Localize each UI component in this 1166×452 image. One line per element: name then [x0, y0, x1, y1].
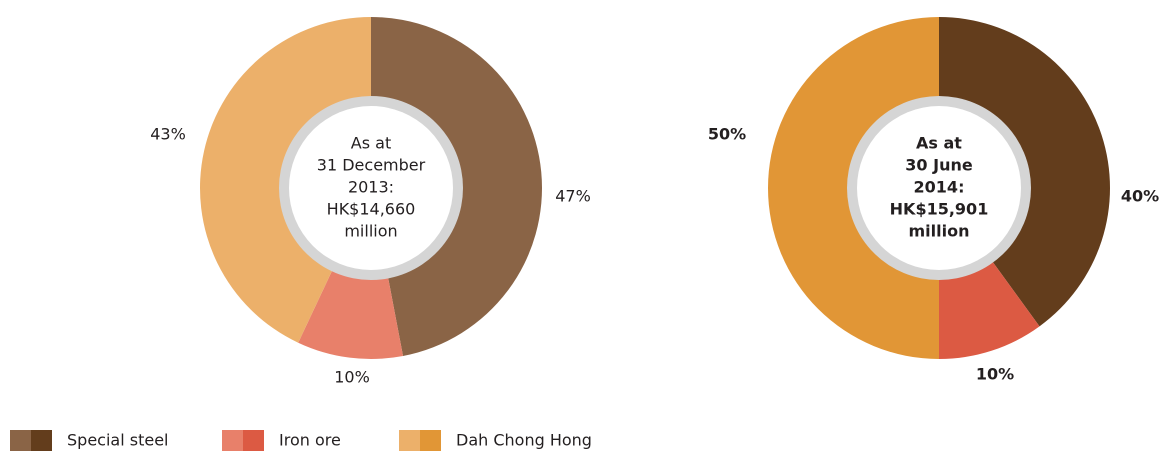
donut-hole: [857, 106, 1021, 270]
center-text: 2014:: [914, 178, 965, 197]
center-text: million: [344, 222, 397, 241]
legend-label: Iron ore: [279, 431, 341, 450]
legend-label: Special steel: [67, 431, 168, 450]
data-label: 40%: [1121, 187, 1159, 206]
center-text: 2013:: [348, 178, 394, 197]
center-text: million: [909, 222, 970, 241]
data-label: 43%: [150, 125, 186, 144]
legend-swatch: [10, 430, 31, 451]
data-label: 10%: [976, 365, 1014, 384]
center-text: HK$15,901: [890, 200, 989, 219]
legend-swatch: [243, 430, 264, 451]
center-text: 31 December: [317, 156, 426, 175]
center-text: 30 June: [905, 156, 973, 175]
donut-hole: [289, 106, 453, 270]
legend-swatch: [31, 430, 52, 451]
legend-swatch: [399, 430, 420, 451]
center-text: HK$14,660: [327, 200, 416, 219]
center-text: As at: [351, 134, 391, 153]
legend-swatch: [222, 430, 243, 451]
legend-label: Dah Chong Hong: [456, 431, 592, 450]
data-label: 10%: [334, 368, 370, 387]
legend-swatch: [420, 430, 441, 451]
data-label: 47%: [555, 187, 591, 206]
data-label: 50%: [708, 125, 746, 144]
center-text: As at: [916, 134, 962, 153]
